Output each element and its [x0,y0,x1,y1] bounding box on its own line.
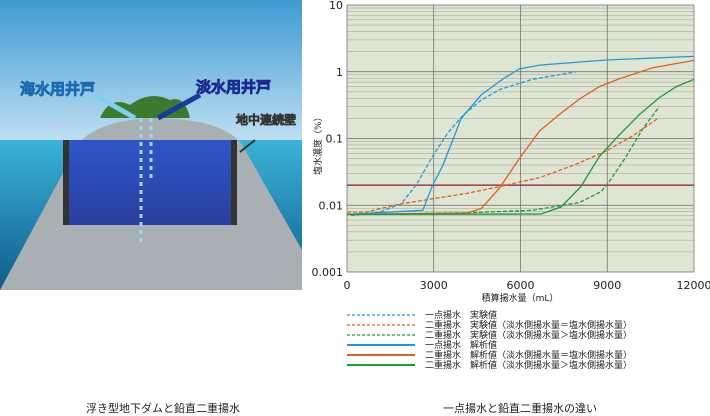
y-axis-title: 塩水濃度（%） [312,112,324,175]
x-tick-label: 0 [344,279,351,292]
legend-label: 二重揚水 実験値（淡水側揚水量＞塩水側揚水量） [425,329,632,341]
x-tick-label: 9000 [593,279,621,292]
legend-label: 一点揚水 実験値 [425,309,497,321]
legend-label: 二重揚水 解析値（淡水側揚水量＝塩水側揚水量） [425,349,632,361]
y-tick-label: 0.001 [312,266,344,279]
x-tick-label: 3000 [420,279,448,292]
legend-label: 二重揚水 実験値（淡水側揚水量＝塩水側揚水量） [425,319,632,331]
legend-label: 一点揚水 解析値 [425,339,497,351]
y-tick-label: 1 [336,66,343,79]
chart-caption: 一点揚水と鉛直二重揚水の違い [443,400,597,416]
y-tick-label: 0.1 [326,133,344,146]
legend: 一点揚水 実験値 二重揚水 実験値（淡水側揚水量＝塩水側揚水量） 二重揚水 実験… [347,309,632,371]
legend-label: 二重揚水 解析値（淡水側揚水量＞塩水側揚水量） [425,359,632,371]
y-tick-label: 0.01 [319,199,344,212]
x-tick-label: 12000 [677,279,710,292]
x-axis-title: 積算揚水量（mL） [482,292,559,304]
illustration-caption: 浮き型地下ダムと鉛直二重揚水 [86,400,240,416]
y-tick-label: 10 [329,0,343,12]
x-tick-label: 6000 [507,279,535,292]
